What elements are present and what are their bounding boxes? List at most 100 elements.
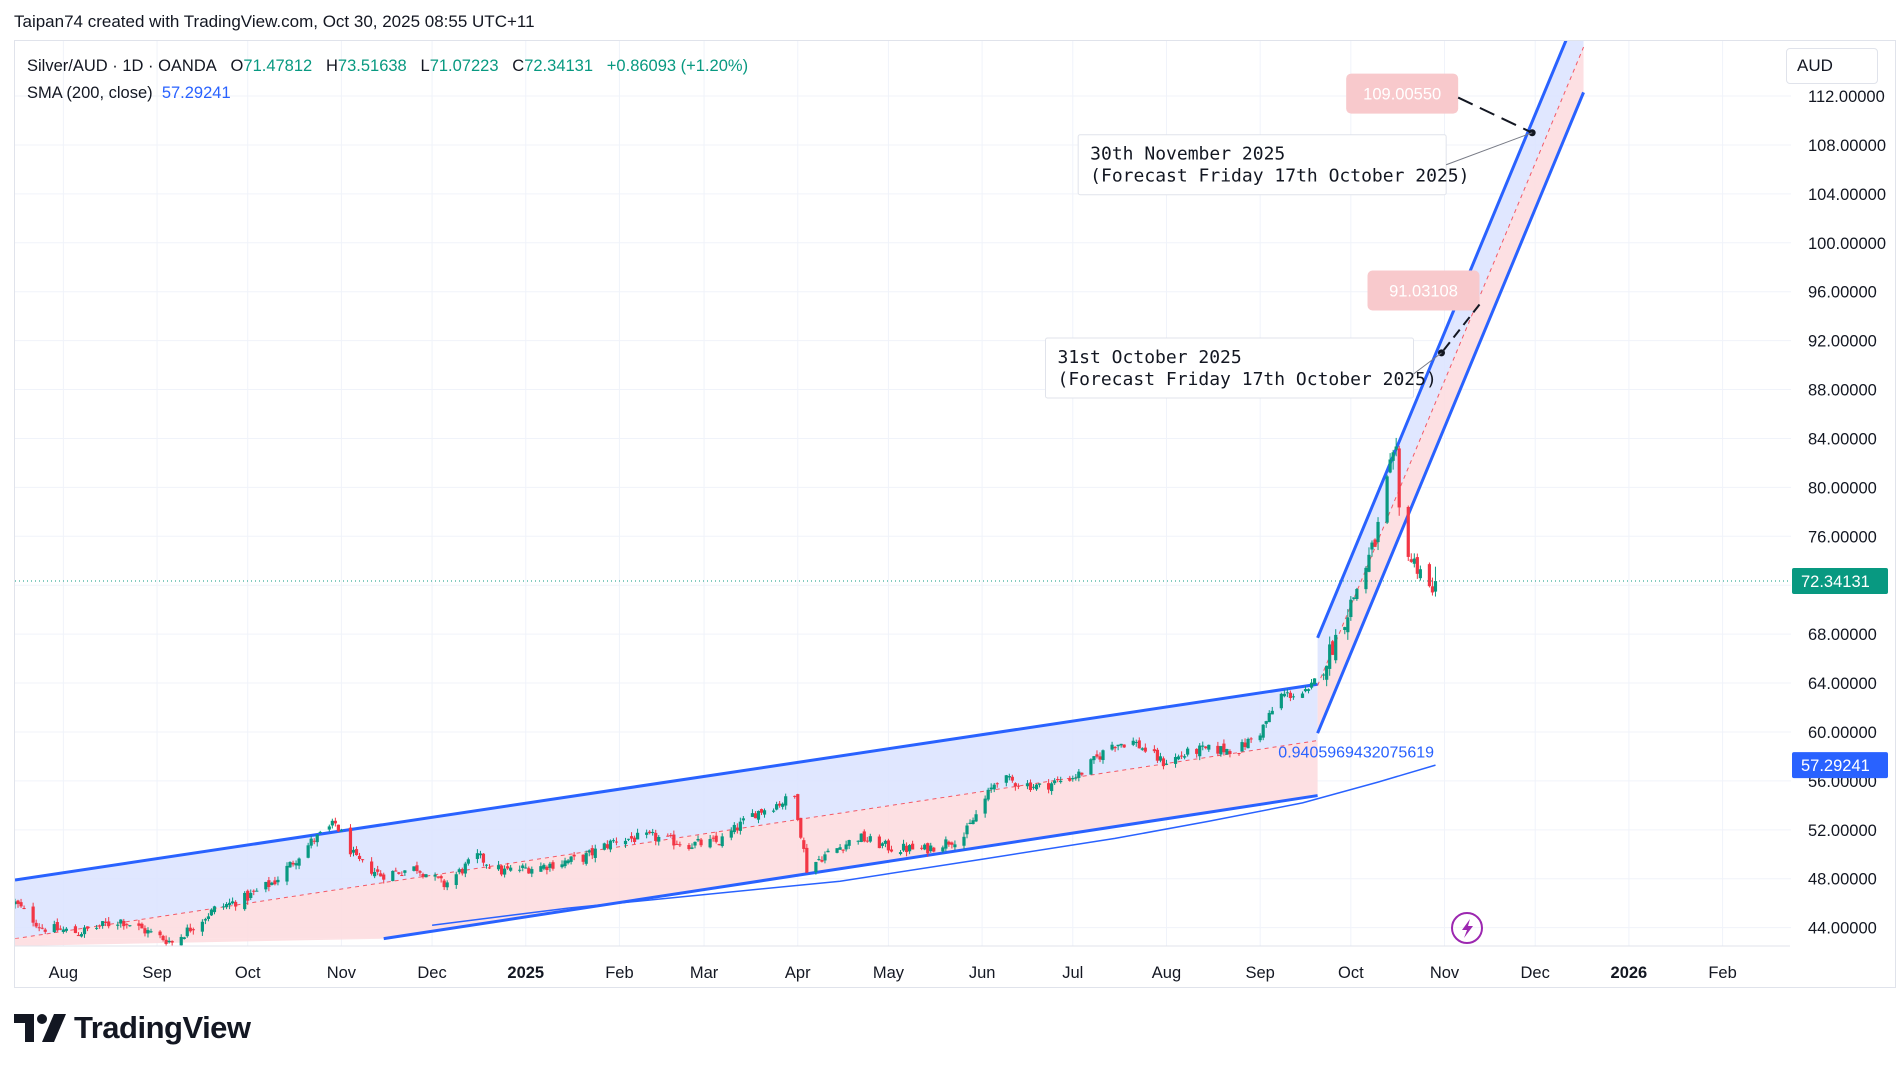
price-axis[interactable]: 44.0000048.0000052.0000056.0000060.00000… (1808, 88, 1886, 938)
candle-body (79, 934, 84, 937)
candle-body (454, 874, 458, 885)
candle-body (968, 822, 972, 824)
candle (841, 849, 845, 854)
candle (1053, 778, 1057, 785)
candle-body (950, 842, 954, 845)
candle (1391, 449, 1395, 470)
candle-body (802, 840, 806, 849)
candle (1322, 673, 1326, 681)
candle (234, 900, 238, 911)
candle-body (1161, 758, 1166, 767)
candle (424, 873, 428, 878)
last-price-badge-text: 72.34131 (1801, 573, 1870, 591)
candle (445, 880, 449, 891)
candle (1288, 690, 1292, 702)
candle (246, 889, 250, 905)
candle (690, 843, 694, 850)
candle-body (651, 832, 655, 834)
candle (898, 850, 903, 856)
candle-body (1343, 627, 1347, 630)
candle (732, 822, 736, 835)
lightning-icon[interactable] (1451, 912, 1483, 944)
candle-body (793, 795, 797, 797)
candle (221, 903, 226, 910)
candle-body (1074, 777, 1078, 779)
candle-body (288, 861, 292, 868)
candle-body (1219, 746, 1223, 755)
candle (98, 924, 102, 929)
candle (974, 810, 978, 823)
candle-body (759, 809, 764, 813)
currency-button[interactable]: AUD (1786, 48, 1878, 84)
high-label: H (325, 57, 338, 75)
candle (1376, 517, 1380, 551)
candle-body (1270, 710, 1274, 715)
candle-body (327, 826, 331, 830)
candle (672, 830, 676, 850)
candle-body (212, 906, 217, 913)
candle-body (122, 920, 126, 927)
candle-body (64, 928, 68, 931)
x-tick-label: Sep (142, 964, 171, 982)
candle (243, 891, 247, 911)
channel-lower-fill-extension (15, 938, 384, 946)
candle-body (1134, 741, 1138, 744)
candle (1074, 773, 1078, 781)
candle (548, 861, 552, 872)
candle (191, 927, 195, 935)
candle (1068, 775, 1072, 782)
candle-body (1306, 689, 1311, 691)
candle (687, 843, 691, 851)
candle (16, 899, 20, 908)
candle (373, 867, 377, 879)
candle (1158, 752, 1163, 763)
time-axis[interactable]: Aug Sep Oct Nov Dec 2025 Feb Mar Apr May Jun Jul Aug… (49, 964, 1737, 982)
candle-body (911, 843, 915, 850)
candle-body (581, 854, 585, 862)
candle-body (775, 804, 779, 810)
candle-body (932, 847, 936, 852)
candle (859, 833, 863, 843)
candle (907, 844, 912, 855)
candle-body (354, 849, 359, 856)
candle (82, 925, 87, 938)
candle-body (1080, 772, 1084, 775)
candle (58, 925, 62, 931)
candle-body (73, 926, 78, 934)
candle (327, 824, 331, 832)
candle (125, 923, 129, 929)
candle (64, 927, 68, 933)
sma-label[interactable]: SMA (200, close) (27, 84, 153, 102)
candle-body (1077, 771, 1081, 778)
candle (784, 793, 788, 810)
candle-body (370, 861, 374, 874)
candle (1388, 453, 1392, 474)
candle-body (920, 847, 924, 849)
price-chart[interactable]: 0.9405969432075619 109.00550 30th Novembe… (0, 0, 1904, 1000)
x-tick-label: Feb (1708, 964, 1736, 982)
candle-body (1207, 744, 1211, 750)
candle (1279, 692, 1283, 711)
candle (306, 842, 310, 859)
grid-lines (15, 41, 1791, 946)
symbol-label[interactable]: Silver/AUD · 1D · OANDA (27, 57, 217, 75)
candle (273, 876, 277, 886)
candle (336, 824, 340, 832)
candle (360, 859, 365, 863)
candle (1179, 751, 1184, 760)
candle (1306, 688, 1311, 694)
candle (1047, 779, 1051, 794)
candle-body (1013, 783, 1017, 787)
candle (802, 837, 806, 853)
candle (992, 782, 996, 793)
candle-body (1237, 753, 1241, 755)
candle-body (1322, 674, 1326, 676)
candle (1173, 753, 1178, 768)
candle (291, 860, 295, 867)
candle-body (1110, 744, 1114, 750)
candle (1031, 784, 1036, 790)
candle-body (1056, 779, 1060, 781)
candle (581, 854, 585, 865)
candle (865, 836, 869, 843)
candle-body (584, 853, 588, 864)
